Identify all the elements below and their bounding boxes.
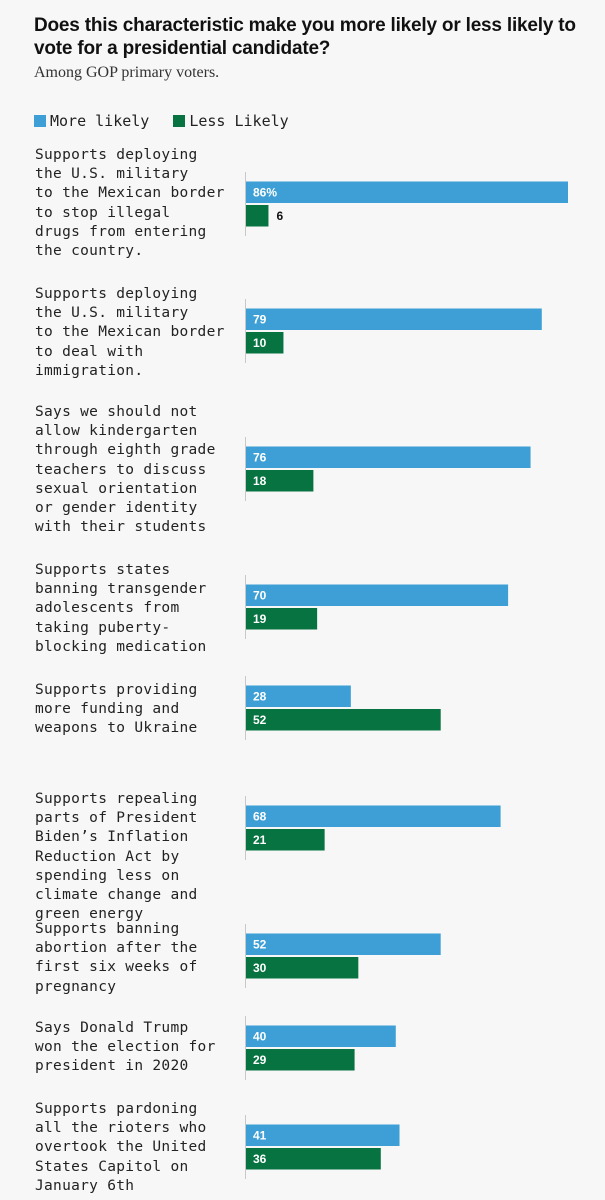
bar-value-less-likely: 21 [253, 833, 267, 847]
bar-value-less-likely: 6 [276, 209, 283, 223]
bar-more-likely [246, 1124, 400, 1146]
bar-more-likely [246, 933, 441, 955]
bar-value-more-likely: 41 [253, 1128, 267, 1142]
bar-value-less-likely: 36 [253, 1152, 267, 1166]
category-label: Supports states banning transgender adol… [35, 562, 207, 655]
bar-less-likely [246, 1148, 381, 1170]
legend-swatch-less [173, 115, 186, 127]
bar-value-more-likely: 40 [253, 1029, 267, 1043]
category-label: Supports deploying the U.S. military to … [35, 147, 225, 260]
legend: More likely Less Likely [34, 112, 313, 130]
bar-more-likely [246, 805, 501, 827]
bar-more-likely [246, 181, 568, 203]
bar-value-less-likely: 10 [253, 336, 267, 350]
legend-label-less: Less Likely [189, 112, 289, 130]
category-label: Says Donald Trump won the election for p… [35, 1020, 216, 1075]
bar-value-more-likely: 52 [253, 937, 267, 951]
bar-more-likely [246, 1025, 396, 1047]
bar-less-likely [246, 1049, 355, 1071]
bar-value-more-likely: 86% [253, 185, 277, 199]
bar-more-likely [246, 446, 531, 468]
chart-subtitle: Among GOP primary voters. [34, 64, 220, 81]
bar-value-less-likely: 30 [253, 961, 267, 975]
bar-less-likely [246, 709, 441, 731]
bar-value-more-likely: 28 [253, 689, 267, 703]
bar-more-likely [246, 584, 509, 606]
legend-item-less: Less Likely [173, 112, 289, 130]
legend-swatch-more [34, 115, 46, 127]
bar-value-less-likely: 18 [253, 474, 267, 488]
bar-less-likely [246, 205, 269, 227]
category-label: Supports banning abortion after the firs… [35, 921, 198, 995]
bar-less-likely [246, 332, 284, 354]
bar-value-more-likely: 68 [253, 809, 267, 823]
bar-value-less-likely: 52 [253, 713, 267, 727]
bar-more-likely [246, 308, 542, 330]
bar-less-likely [246, 608, 318, 630]
legend-label-more: More likely [50, 112, 150, 130]
bar-value-more-likely: 79 [253, 312, 267, 326]
bar-less-likely [246, 829, 325, 851]
bar-value-less-likely: 19 [253, 612, 267, 626]
category-label: Supports pardoning all the rioters who o… [35, 1101, 207, 1194]
chart-title: Does this characteristic make you more l… [34, 15, 576, 59]
bar-less-likely [246, 470, 314, 492]
category-label: Says we should not allow kindergarten th… [35, 404, 216, 536]
bar-value-more-likely: 70 [253, 588, 267, 602]
category-label: Supports deploying the U.S. military to … [35, 286, 225, 379]
bar-value-less-likely: 29 [253, 1053, 267, 1067]
legend-item-more: More likely [34, 112, 149, 130]
category-label: Supports providing more funding and weap… [35, 682, 198, 737]
bar-value-more-likely: 76 [253, 450, 267, 464]
bar-more-likely [246, 685, 351, 707]
bar-less-likely [246, 957, 359, 979]
category-label: Supports repealing parts of President Bi… [35, 791, 198, 923]
